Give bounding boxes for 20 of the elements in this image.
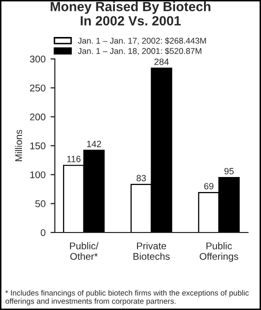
y-tick-label: 100 xyxy=(30,171,46,178)
y-axis-title: Millions xyxy=(14,130,22,162)
x-tick-label: Private Biotechs xyxy=(134,242,170,260)
y-tick-label: 250 xyxy=(30,84,46,92)
data-label: 142 xyxy=(87,140,102,148)
y-tick-label: 150 xyxy=(30,142,46,150)
data-label: 116 xyxy=(67,156,81,162)
y-tick-label: 200 xyxy=(30,114,46,120)
y-tick-label: 300 xyxy=(30,56,46,63)
data-label: 95 xyxy=(224,168,234,174)
y-tick-label: 0 xyxy=(40,229,46,236)
data-label: 284 xyxy=(154,58,169,65)
data-label: 69 xyxy=(204,183,214,190)
chart-title: Money Raised By Biotech In 2002 Vs. 2001 xyxy=(50,2,210,26)
x-tick-label: Public/ Other* xyxy=(70,242,98,260)
y-tick-label: 50 xyxy=(35,200,46,208)
x-tick-label: Public Offerings xyxy=(200,242,238,262)
legend-label: Jan. 1 – Jan. 17, 2002: $268.443M xyxy=(78,37,206,45)
legend-label: Jan. 1 – Jan. 18, 2001: $520.87M xyxy=(78,48,202,55)
data-label: 83 xyxy=(136,174,146,182)
